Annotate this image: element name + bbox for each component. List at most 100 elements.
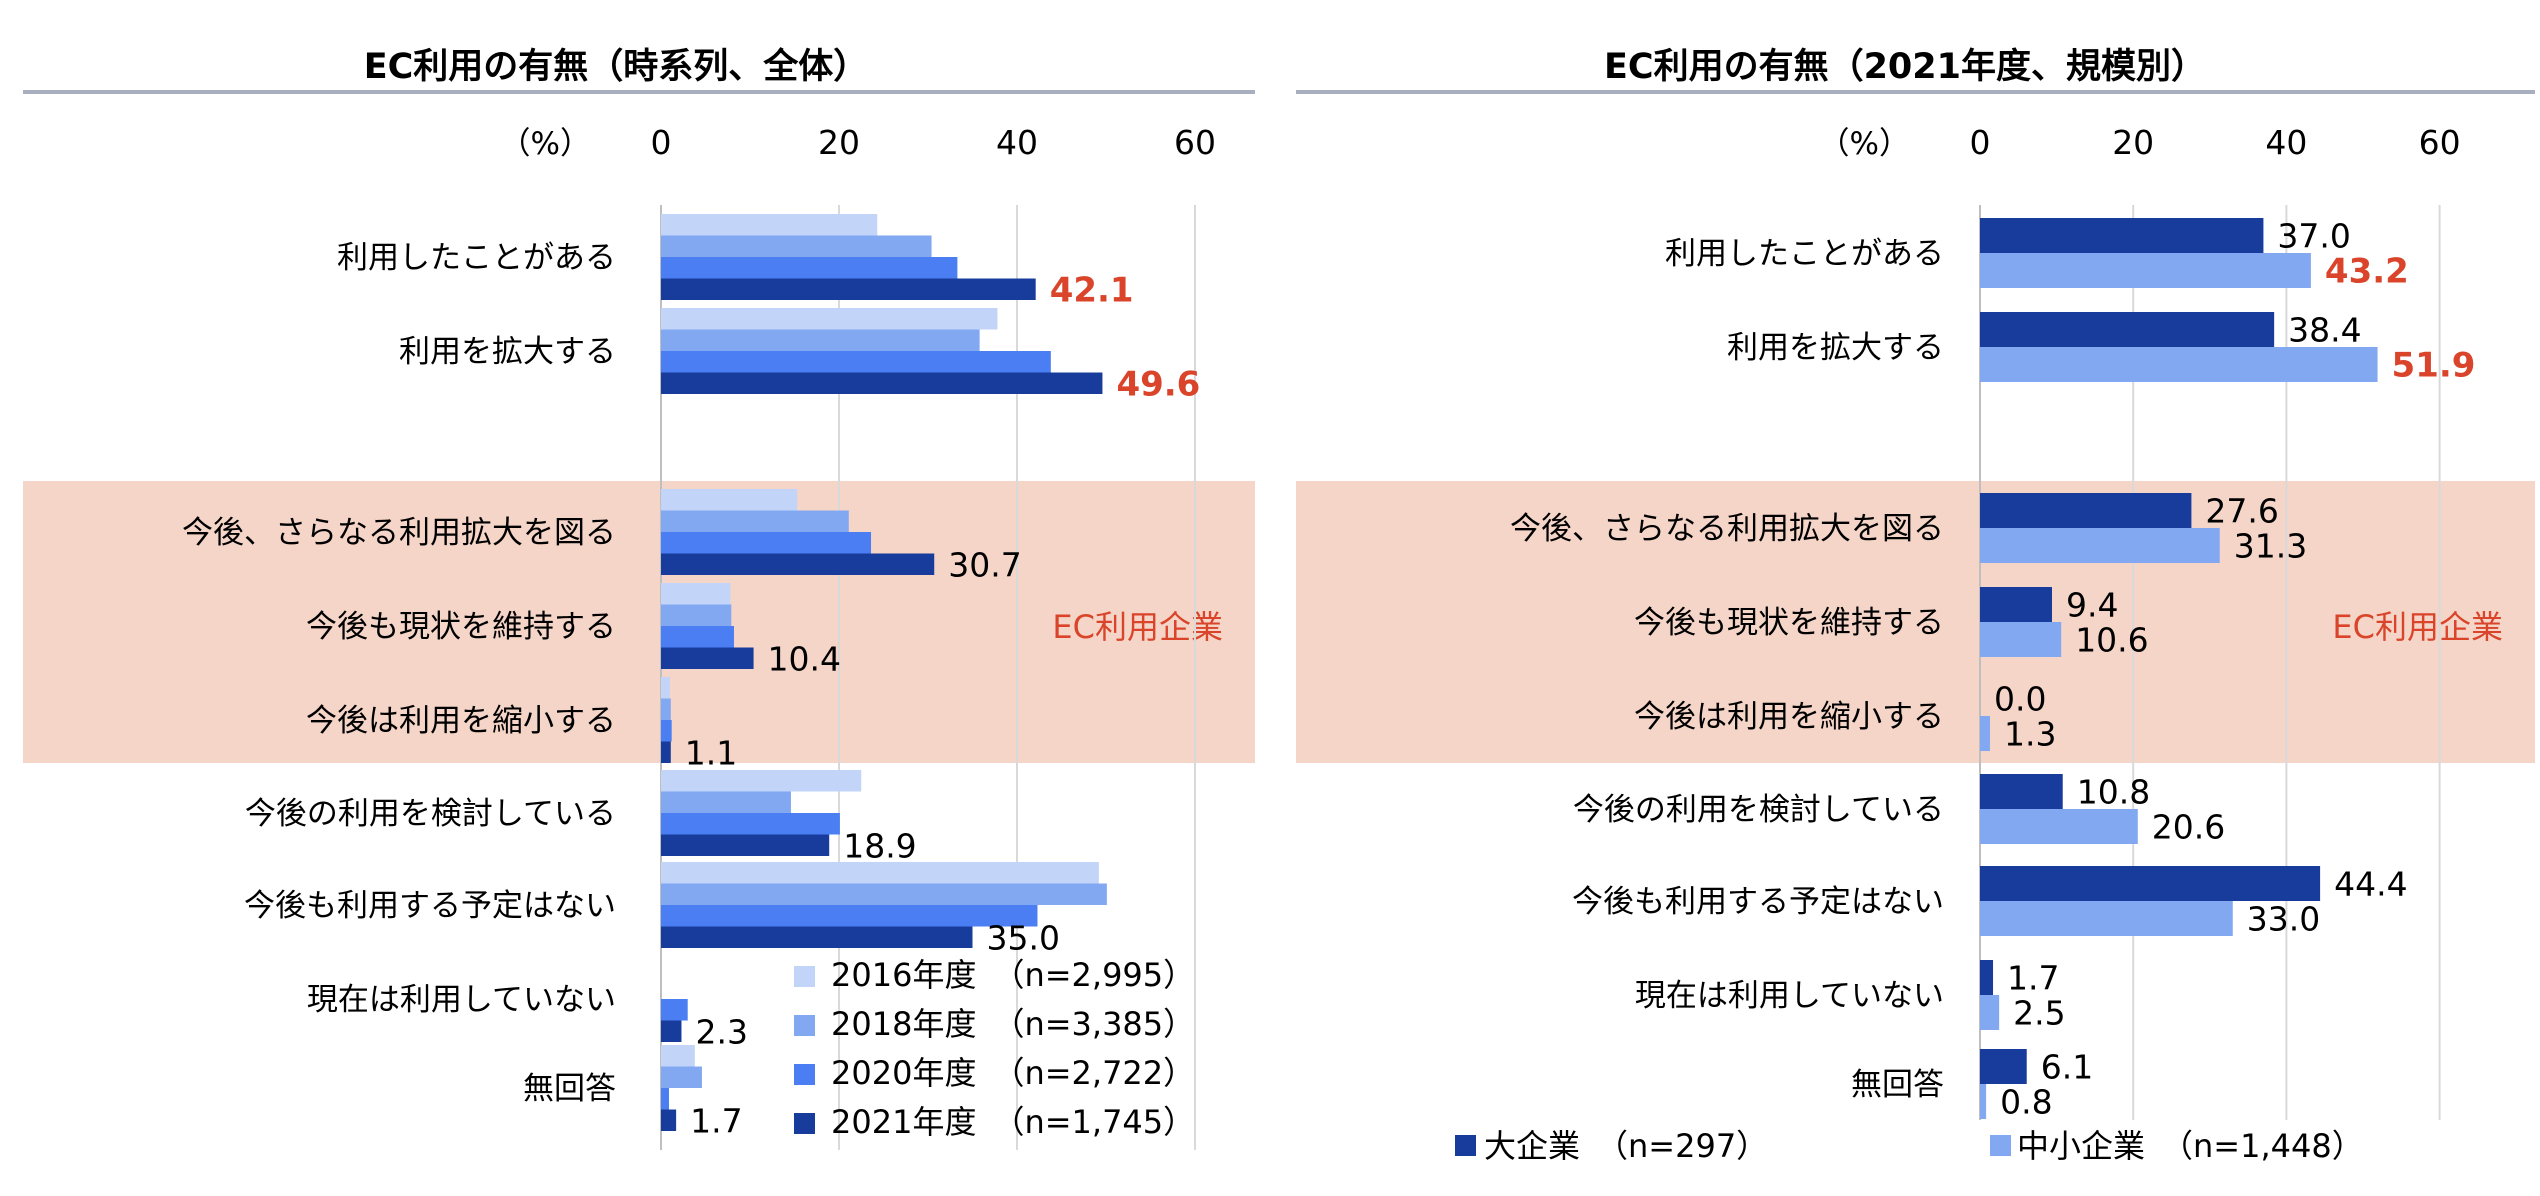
bar — [661, 677, 670, 699]
bar — [661, 742, 671, 764]
category-label: 今後の利用を検討している — [245, 796, 616, 832]
data-label: 9.4 — [2066, 586, 2118, 625]
data-label: 20.6 — [2152, 808, 2225, 847]
bar — [661, 699, 671, 721]
bar — [661, 1045, 695, 1067]
bar — [661, 884, 1107, 906]
bar — [661, 770, 861, 792]
bar — [1980, 960, 1993, 995]
title-rule — [23, 90, 1255, 94]
legend-label: 2021年度 （n=1,745） — [831, 1103, 1195, 1141]
bar — [661, 373, 1102, 395]
data-label: 1.7 — [2007, 959, 2059, 998]
bar — [1980, 218, 2263, 253]
bar — [1980, 901, 2233, 936]
legend-swatch — [1990, 1135, 2011, 1156]
data-label: 2.5 — [2013, 994, 2065, 1033]
category-label: 今後、さらなる利用拡大を図る — [182, 515, 616, 551]
bar — [661, 257, 957, 279]
bar — [661, 532, 871, 554]
category-label: 今後も現状を維持する — [1634, 605, 1944, 641]
category-label: 今後も利用する予定はない — [244, 888, 616, 924]
bar — [661, 1088, 669, 1110]
data-label: 10.8 — [2077, 773, 2150, 812]
category-label: 利用を拡大する — [399, 334, 616, 370]
legend-swatch — [794, 1015, 815, 1036]
bar — [661, 351, 1051, 373]
bar — [1980, 622, 2061, 657]
data-label: 1.7 — [690, 1101, 742, 1140]
bar — [661, 792, 791, 814]
data-label: 18.9 — [843, 826, 916, 865]
category-label: 利用したことがある — [1665, 236, 1944, 272]
bar — [661, 1067, 702, 1089]
data-label: 10.6 — [2075, 621, 2148, 660]
bar — [661, 583, 730, 605]
data-label: 10.4 — [768, 639, 841, 678]
bar — [1980, 312, 2274, 347]
bar — [1980, 253, 2311, 288]
x-tick-label: 0 — [1970, 123, 1991, 162]
bar — [661, 1021, 681, 1043]
legend-swatch — [794, 1064, 815, 1085]
data-label: 0.0 — [1994, 680, 2046, 719]
legend-swatch — [1455, 1135, 1476, 1156]
category-label: 今後、さらなる利用拡大を図る — [1510, 511, 1944, 547]
data-label: 1.1 — [685, 733, 737, 772]
category-label: 今後も利用する予定はない — [1572, 884, 1944, 920]
x-tick-label: 60 — [1174, 123, 1216, 162]
data-label: 1.3 — [2004, 715, 2056, 754]
data-label: 30.7 — [948, 545, 1021, 584]
data-label: 6.1 — [2041, 1048, 2093, 1087]
bar — [1980, 493, 2191, 528]
bar — [1980, 716, 1990, 751]
bar — [661, 554, 934, 576]
data-label: 44.4 — [2334, 865, 2407, 904]
category-label: 今後は利用を縮小する — [306, 703, 616, 739]
x-tick-label: 20 — [818, 123, 860, 162]
bar — [661, 813, 840, 835]
data-label: 33.0 — [2247, 900, 2320, 939]
bar — [661, 1110, 676, 1132]
bar — [1980, 809, 2138, 844]
data-label: 2.3 — [695, 1012, 747, 1051]
bar — [661, 862, 1099, 884]
legend-swatch — [794, 1113, 815, 1134]
data-label: 31.3 — [2234, 527, 2307, 566]
bar — [1980, 587, 2052, 622]
x-tick-label: 40 — [2265, 123, 2307, 162]
chart-title: EC利用の有無（2021年度、規模別） — [1604, 47, 2206, 87]
band-label: EC利用企業 — [1052, 608, 1223, 646]
category-label: 今後も現状を維持する — [306, 609, 616, 645]
unit-label: （%） — [1819, 126, 1910, 162]
category-label: 今後の利用を検討している — [1573, 792, 1944, 828]
data-label: 0.8 — [2000, 1083, 2052, 1122]
bar — [661, 214, 877, 236]
bar — [1980, 528, 2220, 563]
category-label: 無回答 — [523, 1071, 616, 1107]
x-tick-label: 40 — [996, 123, 1038, 162]
legend-label: 2016年度 （n=2,995） — [831, 956, 1195, 994]
chart-title: EC利用の有無（時系列、全体） — [364, 46, 869, 87]
data-label: 37.0 — [2277, 217, 2350, 256]
bar — [661, 330, 980, 352]
category-label: 無回答 — [1851, 1067, 1944, 1103]
bar — [1980, 866, 2320, 901]
title-rule — [1296, 90, 2535, 94]
band-label: EC利用企業 — [2332, 608, 2503, 646]
bar — [661, 511, 849, 533]
bar — [1980, 1084, 1986, 1119]
data-label: 27.6 — [2205, 492, 2278, 531]
legend-label: 2018年度 （n=3,385） — [831, 1005, 1195, 1043]
data-label: 35.0 — [987, 918, 1060, 957]
legend-label: 大企業 （n=297） — [1484, 1127, 1768, 1165]
bar — [1980, 347, 2378, 382]
bar — [661, 905, 1037, 927]
x-tick-label: 60 — [2419, 123, 2461, 162]
category-label: 今後は利用を縮小する — [1634, 699, 1944, 735]
category-label: 現在は利用していない — [1635, 978, 1944, 1014]
bar — [1980, 1049, 2027, 1084]
bar — [661, 835, 829, 857]
